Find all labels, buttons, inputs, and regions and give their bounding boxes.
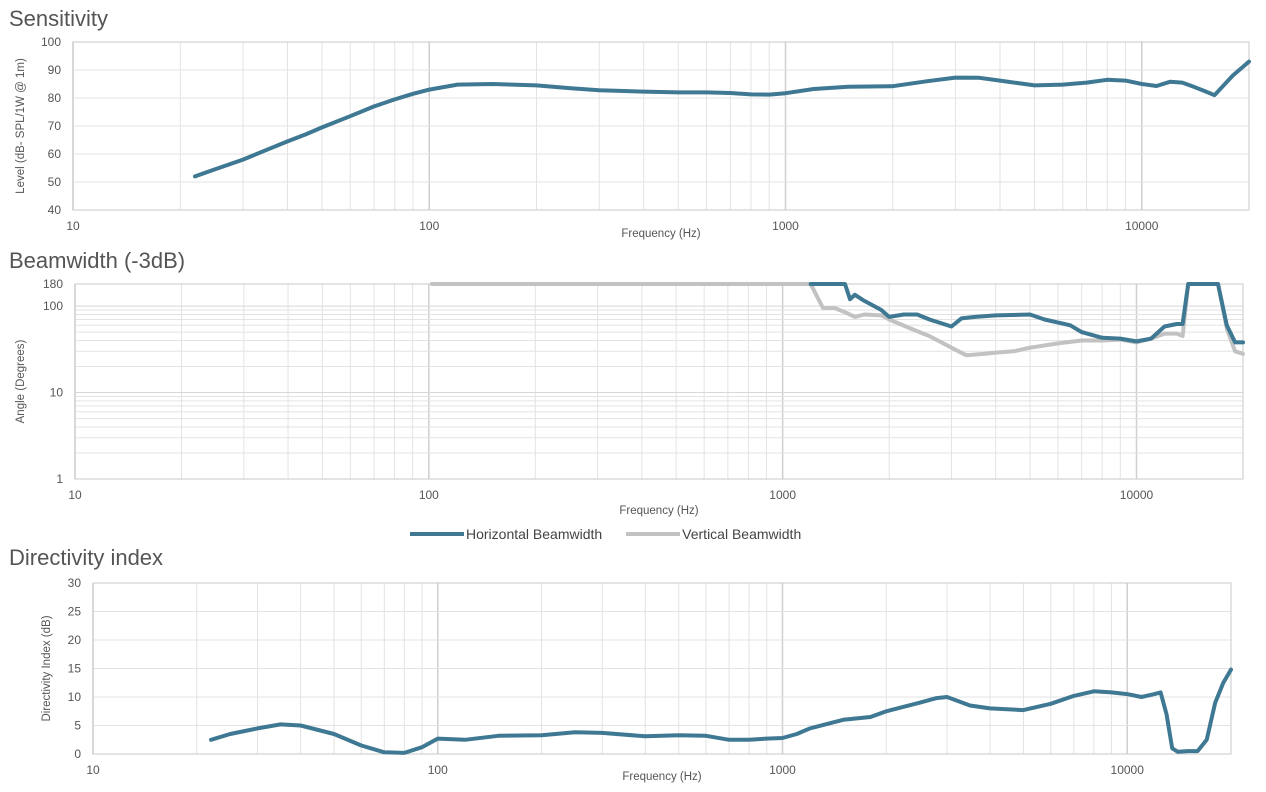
y-tick-label: 15 [68,662,82,676]
x-axis-label: Frequency (Hz) [619,505,698,517]
x-tick-label: 100 [419,488,439,502]
vertical-beamwidth-line [429,282,1245,358]
y-tick-label: 1 [56,472,63,486]
y-tick-label: 80 [48,91,62,105]
x-tick-label: 1000 [769,763,796,777]
horizontal-beamwidth-line [808,282,1245,345]
directivity-title: Directivity index [9,545,164,570]
beamwidth-chart: 10 100 1000 10000 1 10 100 180 Frequency (Hz) Ang… [15,277,1245,517]
y-tick-label: 10 [50,386,64,400]
y-tick-label: 10 [68,690,82,704]
legend-label-horizontal: Horizontal Beamwidth [466,526,603,542]
x-tick-label: 1000 [772,219,799,233]
x-axis-label: Frequency (Hz) [622,771,701,783]
y-tick-label: 90 [48,63,62,77]
plot-frame [72,41,1250,211]
y-tick-label: 50 [48,175,62,189]
y-tick-label: 20 [68,633,82,647]
y-tick-label: 30 [68,576,82,590]
legend-swatch-horizontal [410,532,464,536]
beamwidth-legend: Horizontal Beamwidth Vertical Beamwidth [410,526,825,542]
y-tick-label: 180 [43,277,63,291]
y-axis-label: Directivity Index (dB) [41,615,53,721]
y-tick-label: 25 [68,605,82,619]
y-tick-label: 0 [74,747,81,761]
y-tick-label: 70 [48,119,62,133]
sensitivity-chart: 10 100 1000 10000 40 50 60 70 80 90 100 Frequency (… [15,35,1251,240]
x-tick-label: 100 [428,763,448,777]
legend-item-vertical: Vertical Beamwidth [626,526,801,542]
y-tick-label: 40 [48,203,62,217]
sensitivity-title: Sensitivity [9,6,109,31]
beamwidth-title: Beamwidth (-3dB) [9,248,186,273]
x-tick-label: 10000 [1111,763,1145,777]
x-tick-label: 1000 [769,488,796,502]
series-line [209,667,1233,755]
x-tick-label: 10000 [1125,219,1159,233]
legend-label-vertical: Vertical Beamwidth [682,526,802,542]
y-tick-label: 5 [74,719,81,733]
y-axis-label: Level (dB- SPL/1W @ 1m) [15,58,27,194]
y-tick-label: 100 [41,35,61,49]
x-tick-label: 10000 [1120,488,1154,502]
x-tick-label: 10 [68,488,82,502]
legend-swatch-vertical [626,532,681,536]
y-tick-label: 60 [48,147,62,161]
series-line [193,59,1251,179]
y-tick-label: 100 [43,299,63,313]
x-tick-label: 10 [66,219,80,233]
y-axis-label: Angle (Degrees) [15,339,27,423]
legend-item-horizontal: Horizontal Beamwidth [410,526,602,542]
x-tick-label: 10 [86,763,100,777]
x-tick-label: 100 [419,219,439,233]
x-axis-label: Frequency (Hz) [621,228,700,240]
